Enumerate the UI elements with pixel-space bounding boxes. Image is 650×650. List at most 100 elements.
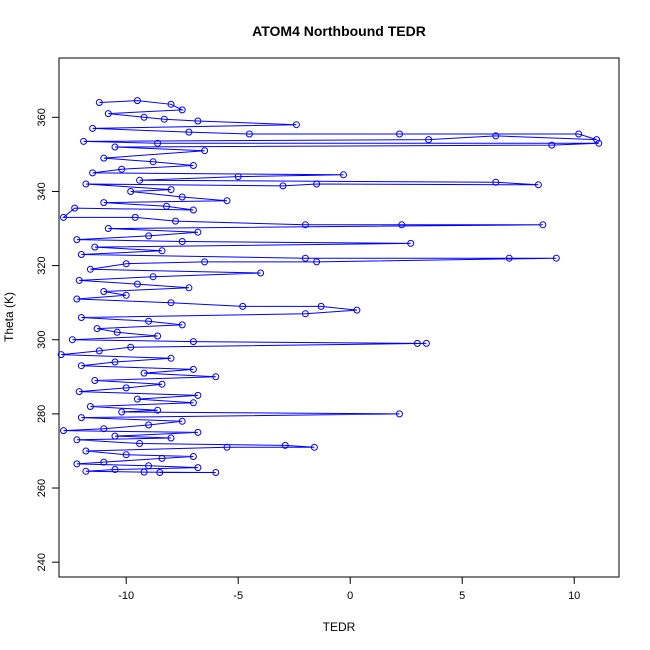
x-axis: -10 -5 0 5 10 [118, 576, 580, 602]
data-point [212, 373, 220, 381]
data-point [122, 451, 130, 459]
data-point [73, 295, 81, 303]
y-axis-label: Theta (K) [2, 292, 16, 342]
data-point [145, 462, 153, 470]
data-point [201, 147, 209, 155]
data-point [178, 106, 186, 114]
data-point [89, 124, 97, 132]
data-point [77, 414, 85, 422]
data-point [317, 302, 325, 310]
x-tick-label: -5 [233, 590, 243, 602]
data-point [91, 243, 99, 251]
data-point [194, 464, 202, 472]
data-point [149, 273, 157, 281]
data-point [154, 332, 162, 340]
data-point [104, 225, 112, 232]
data-point [127, 343, 135, 351]
y-tick-label: 260 [36, 479, 48, 497]
data-point [89, 169, 97, 177]
chart-title: ATOM4 Northbound TEDR [252, 23, 426, 39]
data-point [122, 291, 130, 299]
data-point [77, 362, 85, 370]
data-point [194, 228, 202, 236]
data-point [189, 399, 197, 407]
data-point [80, 137, 88, 145]
data-point [552, 254, 560, 262]
data-point [127, 188, 135, 195]
data-point [539, 221, 547, 229]
data-point [100, 288, 108, 295]
data-point [73, 436, 81, 444]
data-point [167, 299, 175, 307]
data-point [91, 377, 99, 384]
data-point [189, 453, 197, 460]
data-point [313, 258, 321, 266]
data-point [158, 247, 166, 255]
data-point [145, 421, 153, 429]
data-point [111, 358, 119, 366]
data-point [133, 280, 141, 288]
data-point [82, 467, 90, 475]
data-point [595, 139, 603, 147]
data-point [534, 181, 542, 189]
data-point [111, 466, 119, 473]
data-point [111, 143, 119, 151]
data-point [75, 388, 83, 396]
data-point [178, 417, 186, 425]
data-point [189, 365, 197, 373]
data-point [158, 380, 166, 388]
data-point [167, 354, 175, 362]
data-point [163, 202, 170, 210]
data-point [100, 458, 108, 466]
data-point [178, 238, 186, 245]
data-point [201, 258, 209, 266]
y-tick-label: 280 [36, 405, 48, 423]
data-point [301, 254, 309, 262]
data-point [422, 339, 430, 347]
data-point [95, 99, 103, 106]
data-point [111, 432, 119, 440]
data-point [425, 136, 433, 144]
data-point [245, 130, 253, 138]
data-point [60, 427, 67, 435]
data-point [122, 260, 130, 268]
data-point [77, 251, 85, 258]
data-point [167, 100, 175, 108]
data-point [396, 130, 403, 138]
data-point [492, 132, 500, 140]
data-point [234, 173, 242, 181]
data-point [60, 213, 67, 221]
data-point [593, 136, 601, 144]
data-point [133, 97, 141, 105]
data-point [100, 199, 108, 207]
y-tick-label: 300 [36, 331, 48, 349]
data-point [167, 434, 175, 442]
data-point [136, 176, 144, 184]
series-line [61, 100, 599, 473]
data-point [82, 447, 90, 455]
data-point [57, 351, 65, 359]
data-point [75, 276, 83, 284]
data-point [194, 391, 202, 399]
data-point [194, 428, 202, 436]
data-point [160, 115, 168, 123]
data-point [279, 182, 287, 190]
data-point [189, 338, 197, 346]
data-point [73, 236, 81, 244]
data-point [140, 369, 148, 377]
data-point [86, 265, 94, 273]
data-point [353, 306, 361, 314]
data-point [185, 284, 193, 292]
data-point [140, 468, 148, 476]
data-point [398, 221, 406, 229]
data-point [313, 180, 321, 188]
data-point [133, 395, 141, 403]
data-point [212, 469, 220, 476]
data-point [86, 403, 94, 410]
data-point [100, 425, 108, 433]
data-point [505, 254, 513, 262]
data-point [122, 384, 130, 392]
data-point [178, 321, 186, 329]
data-point [82, 180, 90, 188]
